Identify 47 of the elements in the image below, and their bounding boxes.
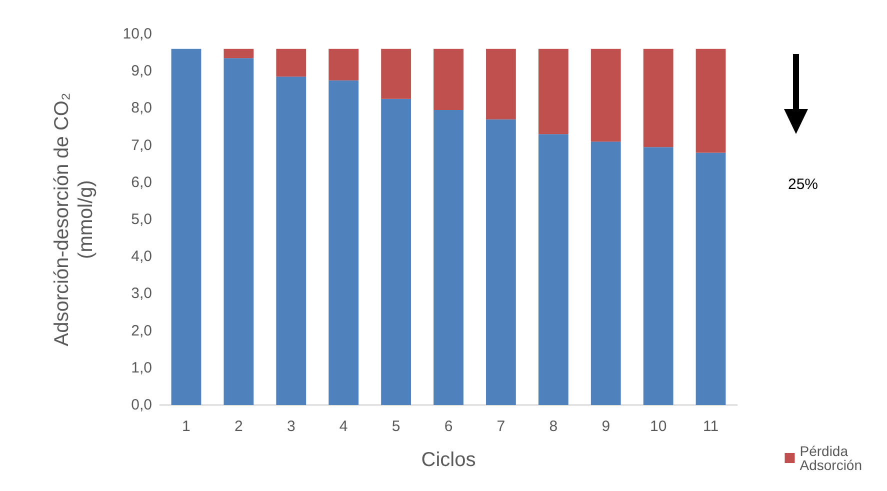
bar: [224, 58, 254, 405]
x-tick-label: 7: [496, 418, 506, 435]
y-axis-title: Adsorción-desorción de CO₂ (mmol/g): [51, 92, 97, 346]
x-tick-label: 4: [339, 418, 348, 435]
x-axis-title: Ciclos: [421, 449, 476, 471]
y-tick-label: 6,0: [131, 174, 152, 191]
text: 25%: [788, 176, 818, 193]
bar: [538, 48, 568, 134]
bar: [643, 147, 674, 405]
bar: [486, 119, 516, 405]
bar: [276, 48, 306, 77]
y-tick-label: 4,0: [131, 248, 152, 266]
y-tick-label: 0,0: [131, 396, 152, 414]
bar: [538, 134, 568, 405]
bar: [434, 110, 464, 405]
bar: [696, 48, 726, 153]
bar: [486, 48, 516, 120]
y-tick-label: 10,0: [122, 26, 152, 42]
bar: [381, 48, 411, 99]
bar: [171, 48, 202, 405]
y-tick-label: 7,0: [131, 136, 152, 154]
bar: [276, 76, 306, 405]
x-tick-label: 2: [234, 418, 243, 435]
bar: [224, 48, 254, 58]
x-tick-label: 9: [602, 418, 610, 435]
x-tick-label: 6: [444, 418, 453, 435]
y-tick-label: 9,0: [131, 62, 152, 80]
y-tick-label: 3,0: [131, 285, 152, 302]
y-tick-label: 2,0: [131, 322, 152, 340]
x-tick-label: 1: [182, 418, 190, 435]
x-tick-label: 3: [286, 418, 296, 435]
bar: [643, 48, 674, 148]
bar: [434, 48, 464, 110]
y-tick-label: 5,0: [131, 211, 152, 228]
bar: [590, 142, 621, 405]
legend-label: Pérdida Adsorción: [800, 443, 862, 473]
bar: [696, 152, 726, 405]
bar: [590, 48, 621, 142]
bar: [381, 98, 411, 405]
bar: [328, 80, 359, 405]
x-tick-label: 5: [392, 418, 400, 435]
x-tick-label: 8: [549, 418, 558, 435]
y-tick-label: 1,0: [131, 359, 152, 376]
x-tick-label: 10: [650, 418, 667, 435]
y-tick-label: 8,0: [131, 100, 152, 117]
x-tick-label: 11: [702, 418, 719, 435]
bar: [328, 48, 359, 80]
